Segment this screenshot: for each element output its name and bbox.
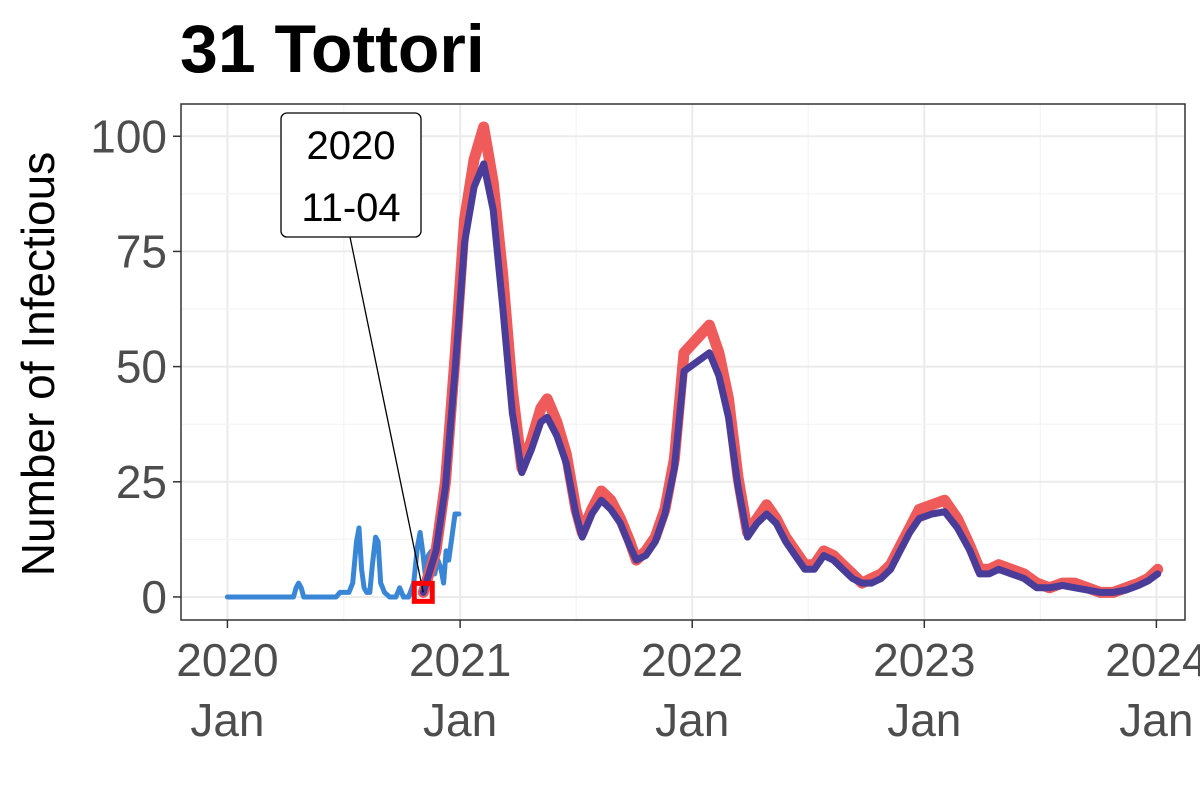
y-tick-label: 50 <box>116 341 167 393</box>
y-tick-label: 75 <box>116 225 167 277</box>
series-line <box>419 160 1162 596</box>
x-tick-label-month: Jan <box>1119 694 1193 746</box>
y-tick-label: 0 <box>141 571 167 623</box>
annotation-date-year: 2020 <box>307 124 396 168</box>
x-tick-label-year: 2021 <box>409 634 511 686</box>
plot-border <box>180 103 1186 621</box>
y-tick-label: 100 <box>90 110 167 162</box>
x-tick-label-year: 2020 <box>176 634 278 686</box>
x-tick-label-month: Jan <box>887 694 961 746</box>
x-tick-label-month: Jan <box>655 694 729 746</box>
annotation-label-box <box>280 112 422 238</box>
chart-title: 31 Tottori <box>180 11 485 87</box>
annotation-leader-line <box>349 236 424 593</box>
series-line <box>417 121 1164 598</box>
axes: 0 25 50 75 100 2020 Jan 2021 Jan 2022 Jan 2023 Jan 20… <box>90 110 1200 746</box>
x-tick-label-year: 2024 <box>1105 634 1200 686</box>
y-tick-label: 25 <box>116 456 167 508</box>
x-tick-label-year: 2023 <box>873 634 975 686</box>
x-tick-label-month: Jan <box>190 694 264 746</box>
x-tick-label-month: Jan <box>423 694 497 746</box>
series-lines <box>224 121 1164 600</box>
annotation-date-day: 11-04 <box>301 186 400 230</box>
y-axis-label: Number of Infectious <box>12 152 64 576</box>
annotation-marker <box>411 580 435 604</box>
x-tick-label-year: 2022 <box>641 634 743 686</box>
annotation: 2020 11-04 <box>280 112 435 604</box>
